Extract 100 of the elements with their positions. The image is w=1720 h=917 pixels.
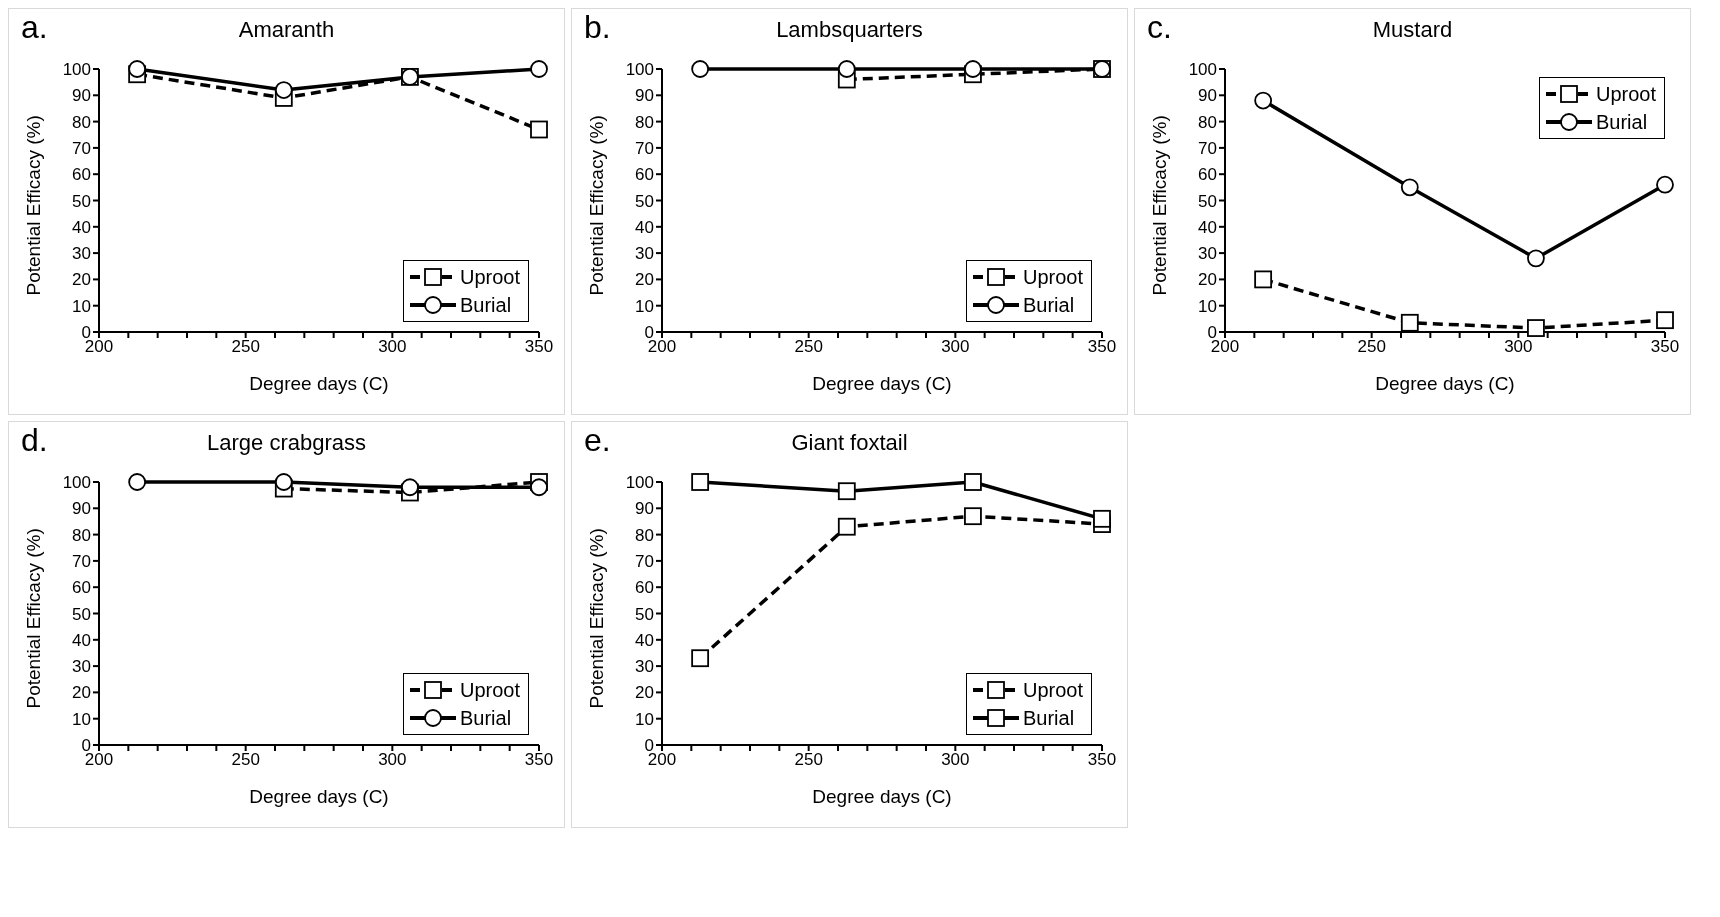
y-tick-label: 80: [72, 112, 91, 132]
y-tick-label: 30: [1198, 244, 1217, 264]
x-tick-label: 350: [1087, 750, 1117, 770]
y-tick-label: 50: [72, 191, 91, 211]
legend-label: Burial: [459, 706, 512, 731]
y-tick-label: 10: [1198, 296, 1217, 316]
chart-title: Amaranth: [238, 17, 335, 42]
x-tick-label: 300: [378, 750, 407, 770]
x-tick-label: 250: [1357, 337, 1386, 357]
y-axis-title: Potential Efficacy (%): [22, 115, 44, 296]
y-tick-label: 10: [72, 296, 91, 316]
x-tick-label: 250: [794, 750, 823, 770]
point: [1527, 319, 1545, 337]
y-tick-label: 30: [635, 657, 654, 677]
y-tick-label: 100: [62, 473, 91, 493]
y-tick-label: 50: [1198, 191, 1217, 211]
y-tick-label: 100: [62, 60, 91, 80]
y-tick-label: 10: [635, 709, 654, 729]
point: [964, 60, 982, 78]
point: [837, 517, 856, 536]
y-tick-label: 80: [635, 112, 654, 132]
x-axis-title: Degree days (C): [1375, 373, 1515, 394]
point: [1254, 91, 1273, 110]
text: a.: [21, 9, 48, 46]
y-tick-label: 20: [635, 683, 654, 703]
point: [1656, 175, 1674, 194]
y-tick-label: 90: [635, 86, 654, 106]
x-tick-label: 350: [1087, 337, 1117, 357]
y-tick-label: 90: [1198, 86, 1217, 106]
point: [964, 473, 982, 491]
point: [837, 482, 856, 501]
legend-label: Burial: [459, 293, 512, 318]
legend-label: Uproot: [459, 265, 520, 290]
y-tick-label: 60: [72, 578, 91, 598]
y-tick-label: 10: [72, 709, 91, 729]
y-tick-label: 60: [1198, 165, 1217, 185]
chart-title: Giant foxtail: [791, 430, 908, 455]
legend-label: Uproot: [1595, 82, 1656, 107]
y-tick-label: 90: [72, 499, 91, 519]
y-tick-label: 60: [635, 165, 654, 185]
point: [128, 473, 147, 491]
y-tick-label: 70: [1198, 138, 1217, 158]
legend-label: Uproot: [1022, 265, 1083, 290]
y-tick-label: 70: [72, 138, 91, 158]
y-tick-label: 40: [635, 217, 654, 237]
y-tick-label: 80: [635, 525, 654, 545]
point: [530, 478, 548, 497]
y-axis-title: Potential Efficacy (%): [1148, 115, 1170, 296]
y-tick-label: 30: [635, 244, 654, 264]
y-tick-label: 80: [1198, 112, 1217, 132]
x-axis-title: Degree days (C): [249, 373, 389, 394]
x-tick-label: 350: [524, 750, 554, 770]
point: [1254, 270, 1273, 289]
y-tick-label: 20: [72, 270, 91, 290]
x-axis-title: Degree days (C): [812, 786, 952, 807]
point: [401, 478, 419, 497]
point: [1400, 313, 1419, 332]
point: [691, 60, 710, 78]
y-tick-label: 30: [72, 657, 91, 677]
point: [1093, 509, 1111, 528]
legend-label: Burial: [1595, 110, 1648, 135]
point: [274, 81, 293, 99]
point: [691, 473, 710, 491]
chart-title: Large crabgrass: [207, 430, 366, 455]
y-tick-label: 40: [1198, 217, 1217, 237]
y-tick-label: 100: [625, 473, 654, 493]
y-tick-label: 100: [625, 60, 654, 80]
y-tick-label: 50: [72, 604, 91, 624]
legend-label: Burial: [1022, 706, 1075, 731]
y-axis-title: Potential Efficacy (%): [585, 528, 607, 709]
y-tick-label: 80: [72, 525, 91, 545]
y-tick-label: 10: [635, 296, 654, 316]
y-tick-label: 60: [635, 578, 654, 598]
y-tick-label: 90: [635, 499, 654, 519]
x-axis-title: Degree days (C): [249, 786, 389, 807]
y-tick-label: 60: [72, 165, 91, 185]
point: [274, 473, 293, 491]
y-tick-label: 70: [635, 138, 654, 158]
point: [530, 120, 548, 139]
x-axis-title: Degree days (C): [812, 373, 952, 394]
x-tick-label: 300: [941, 750, 970, 770]
y-tick-label: 70: [72, 551, 91, 571]
text: e.: [584, 422, 611, 459]
point: [964, 507, 982, 526]
x-tick-label: 300: [378, 337, 407, 357]
text: c.: [1147, 9, 1172, 46]
point: [1527, 249, 1545, 268]
text: b.: [584, 9, 611, 46]
point: [691, 649, 710, 668]
y-tick-label: 40: [635, 630, 654, 650]
x-tick-label: 300: [941, 337, 970, 357]
x-tick-label: 250: [794, 337, 823, 357]
y-tick-label: 30: [72, 244, 91, 264]
chart-title: Mustard: [1372, 17, 1453, 42]
y-tick-label: 90: [72, 86, 91, 106]
x-tick-label: 250: [231, 750, 260, 770]
y-tick-label: 40: [72, 630, 91, 650]
legend-label: Uproot: [1022, 678, 1083, 703]
y-tick-label: 100: [1188, 60, 1217, 80]
point: [128, 60, 147, 78]
